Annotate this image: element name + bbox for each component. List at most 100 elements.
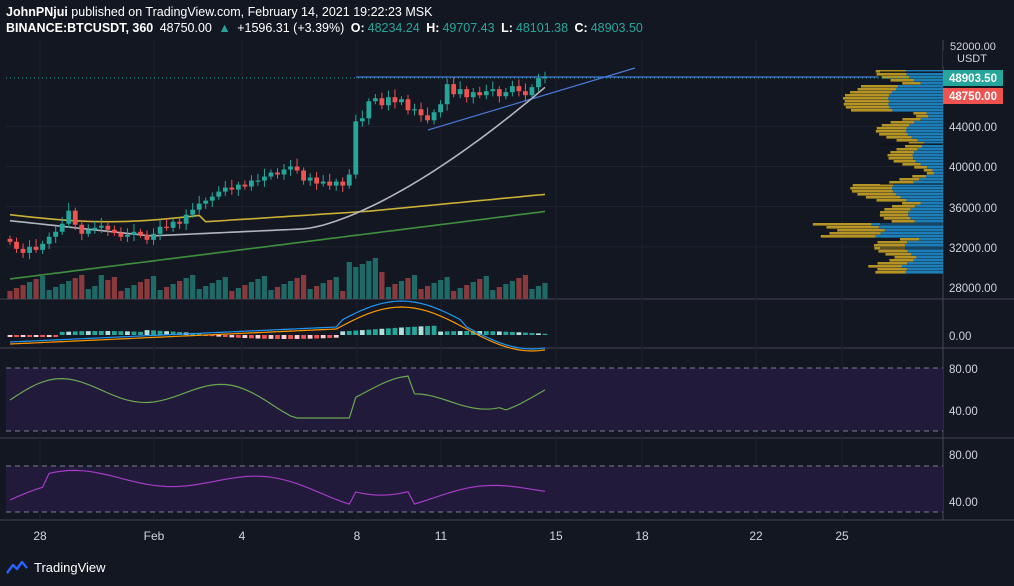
- candle-body: [523, 91, 528, 96]
- macd-histogram-bar: [307, 335, 313, 339]
- macd-histogram-bar: [275, 335, 280, 339]
- macd-histogram-bar: [320, 335, 326, 339]
- volume-profile-bar: [902, 202, 921, 205]
- macd-histogram-bar: [281, 335, 287, 339]
- volume-profile-bar: [845, 106, 890, 109]
- high-label: H:: [426, 21, 440, 35]
- volume-profile-bar: [906, 73, 943, 76]
- candle-body: [288, 166, 293, 170]
- candlesticks[interactable]: [7, 71, 548, 260]
- candle-body: [118, 232, 124, 237]
- volume-profile-bar: [914, 151, 943, 154]
- macd-histogram-bar: [196, 333, 202, 335]
- macd-pane[interactable]: [7, 300, 548, 352]
- volume-profile-bar: [901, 265, 943, 268]
- volume-profile-bar: [899, 238, 920, 241]
- tradingview-brand[interactable]: TradingView: [34, 559, 106, 575]
- volume-profile-bar: [877, 262, 908, 265]
- symbol-label[interactable]: BINANCE:BTCUSDT, 360: [6, 21, 154, 35]
- volume-profile-bar: [906, 130, 943, 133]
- macd-histogram-bar: [340, 331, 346, 335]
- volume-profile-bar: [912, 175, 927, 178]
- volume-profile-bar: [877, 268, 907, 271]
- volume-profile-bar: [896, 139, 918, 142]
- volume-profile-bar: [920, 163, 943, 166]
- price-tick: 36000.00: [949, 203, 997, 215]
- volume-bar: [411, 275, 418, 299]
- candle-body: [366, 101, 372, 119]
- candle-body: [392, 97, 398, 103]
- volume-profile-bar: [896, 148, 918, 151]
- macd-histogram-bar: [92, 331, 98, 335]
- candle-body: [79, 224, 85, 234]
- rsi1-band: [6, 368, 943, 431]
- volume-profile-bar: [890, 79, 915, 82]
- macd-histogram-bar: [170, 331, 176, 335]
- volume-bar: [92, 286, 98, 299]
- volume-bar: [59, 284, 65, 299]
- candle-body: [372, 98, 378, 102]
- time-tick: 4: [239, 529, 246, 543]
- candle-body: [405, 99, 411, 111]
- volume-profile-bar: [865, 196, 901, 199]
- volume-profile-bar: [920, 202, 943, 205]
- publish-line: JohnPNjui published on TradingView.com, …: [6, 4, 936, 20]
- macd-histogram-bar: [438, 331, 444, 335]
- candle-body: [177, 221, 183, 224]
- candle-body: [438, 104, 444, 113]
- volume-bar: [464, 285, 470, 299]
- volume-profile-bar: [876, 73, 907, 76]
- volume-profile-bar: [906, 241, 943, 244]
- volume-profile-bar: [850, 91, 892, 94]
- volume-bar: [327, 280, 333, 299]
- macd-histogram-bar: [333, 335, 339, 338]
- chart-header: JohnPNjui published on TradingView.com, …: [6, 4, 936, 36]
- tradingview-logo-icon[interactable]: [6, 560, 28, 574]
- candle-body: [216, 191, 222, 197]
- volume-profile-bar: [890, 121, 915, 124]
- volume-bar: [346, 262, 352, 299]
- macd-histogram-bar: [85, 331, 91, 335]
- time-tick: 15: [549, 529, 563, 543]
- macd-histogram-bar: [33, 335, 39, 337]
- macd-histogram-bar: [412, 326, 417, 335]
- volume-profile-bar: [922, 145, 943, 148]
- volume-bar: [46, 290, 52, 299]
- volume-profile-bar: [907, 133, 943, 136]
- author-name[interactable]: JohnPNjui: [6, 5, 68, 19]
- volume-profile-bar: [891, 91, 943, 94]
- macd-histogram-bar: [483, 331, 489, 335]
- volume-profile-bar: [905, 271, 943, 274]
- candle-body: [418, 109, 424, 116]
- close-label: C:: [574, 21, 588, 35]
- macd-histogram-bar: [379, 328, 385, 335]
- volume-profile-bar: [909, 76, 943, 79]
- volume-bar: [248, 282, 255, 299]
- volume-bar: [529, 289, 535, 299]
- volume-profile-bar: [892, 187, 943, 190]
- macd-histogram-bar: [249, 335, 254, 339]
- candle-body: [307, 177, 313, 181]
- volume-profile-bar: [905, 244, 943, 247]
- candle-body: [464, 89, 470, 98]
- macd-histogram-bar: [53, 335, 59, 337]
- macd-histogram-bar: [255, 335, 261, 339]
- rsi1-tick: 80.00: [949, 364, 978, 376]
- time-tick: 18: [635, 529, 649, 543]
- candle-body: [72, 210, 78, 225]
- candle-body: [340, 181, 346, 186]
- candle-body: [190, 209, 196, 215]
- macd-histogram-bar: [151, 330, 156, 335]
- candle-body: [59, 223, 65, 232]
- candle-body: [281, 169, 287, 175]
- volume-bar: [33, 279, 39, 299]
- candle-body: [235, 184, 241, 190]
- macd-histogram-bar: [444, 331, 450, 335]
- open-price-tag: 48750.00: [943, 88, 1003, 104]
- macd-histogram-bar: [268, 335, 274, 339]
- candle-body: [20, 248, 26, 253]
- candle-body: [320, 181, 326, 184]
- candle-body: [249, 180, 254, 187]
- volume-profile-bar: [875, 130, 907, 133]
